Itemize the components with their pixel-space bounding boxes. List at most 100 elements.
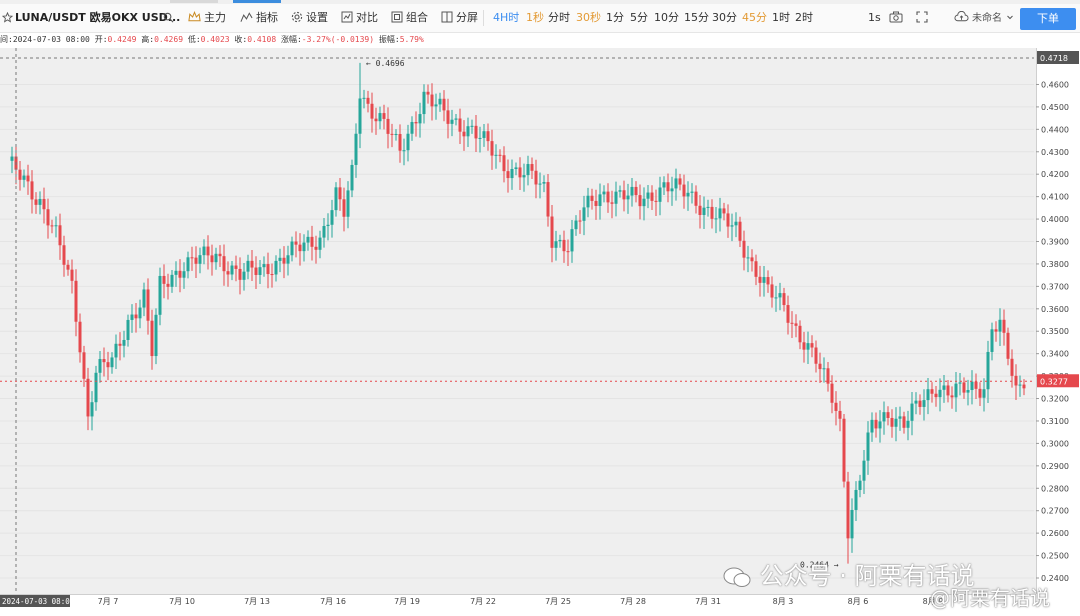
candle-body (954, 383, 958, 398)
candle-body (494, 154, 498, 156)
candle-body (118, 343, 122, 346)
candle-body (834, 402, 838, 411)
indicators-button[interactable]: 指标 (240, 4, 278, 32)
main-force-button[interactable]: 主力 (188, 4, 226, 32)
candle-body (630, 186, 634, 196)
candle-body (562, 239, 566, 252)
crosshair-price-tag (1037, 51, 1079, 64)
time-axis[interactable] (0, 594, 1036, 616)
candle-body (758, 276, 762, 283)
candle-body (378, 113, 382, 122)
price-tick-label: 0.2700 (1041, 507, 1069, 516)
change-label: 涨幅: (280, 35, 302, 44)
interval-30s[interactable]: 30秒 (576, 11, 601, 24)
candle-body (78, 321, 82, 353)
symbol-selector[interactable]: LUNA/USDT 欧易OKX USD... (15, 11, 181, 24)
candle-body (362, 97, 366, 99)
interval-5m[interactable]: 5分 (630, 11, 648, 24)
candle-body (370, 103, 374, 119)
candle-body (542, 182, 546, 184)
candle-body (762, 277, 766, 283)
cloud-save-button[interactable]: 未命名 (954, 4, 1017, 32)
candle-body (274, 260, 278, 275)
candle-body (618, 190, 622, 192)
bar-time: 间:2024-07-03 08:00 (0, 35, 90, 44)
candle-body (314, 246, 318, 250)
candle-body (498, 154, 502, 156)
candle-body (958, 382, 962, 384)
candle-body (190, 257, 194, 259)
candles (10, 62, 1026, 564)
candle-body (358, 98, 362, 134)
interval-1h[interactable]: 1时 (772, 11, 790, 24)
interval-1m[interactable]: 1分 (606, 11, 624, 24)
interval-1s[interactable]: 1秒 (526, 11, 544, 24)
candle-body (890, 417, 894, 427)
candle-body (906, 420, 910, 428)
candle-body (826, 368, 830, 384)
chart-grid (0, 83, 1034, 579)
compare-button[interactable]: 对比 (341, 4, 378, 32)
chart-plot-area[interactable] (0, 48, 1036, 594)
candle-body (394, 134, 398, 136)
settings-button[interactable]: 设置 (291, 4, 328, 32)
candlestick-chart[interactable]: ← 0.4696 0.2464 → 0.4600 0.4500 0.4400 0.4300… (0, 48, 1080, 615)
crosshair-time-label: 2024-07-03 08:00:00 (2, 597, 88, 606)
toolbar-divider (483, 10, 484, 26)
split-screen-button[interactable]: 分屏 (441, 4, 478, 32)
interval-15m[interactable]: 15分 (684, 11, 709, 24)
candle-body (402, 150, 406, 152)
replay-speed-button[interactable]: 1s (868, 11, 881, 24)
price-axis[interactable] (1036, 48, 1080, 594)
candle-body (342, 199, 346, 217)
interval-timeshare[interactable]: 分时 (548, 11, 570, 24)
interval-2h[interactable]: 2时 (795, 11, 813, 24)
camera-icon[interactable] (889, 4, 906, 32)
candle-body (254, 267, 258, 275)
interval-30m[interactable]: 30分 (712, 11, 737, 24)
candle-body (258, 267, 262, 275)
candle-body (490, 141, 494, 156)
candle-body (854, 489, 858, 510)
candle-body (30, 181, 34, 200)
candle-body (942, 385, 946, 390)
price-tick-label: 0.2900 (1041, 462, 1069, 471)
candle-body (718, 208, 722, 219)
price-tick-label: 0.3600 (1041, 305, 1069, 314)
candle-body (414, 122, 418, 124)
time-axis-ticks: 7月 7 7月 10 7月 13 7月 16 7月 19 7月 22 7月 25 7月 28 7… (98, 597, 944, 606)
candle-body (458, 118, 462, 132)
fullscreen-icon[interactable] (916, 4, 931, 32)
candle-body (430, 94, 434, 107)
candle-body (198, 255, 202, 264)
symbol-search-icon[interactable] (163, 4, 177, 32)
candle-body (582, 207, 586, 221)
interval-10m[interactable]: 10分 (654, 11, 679, 24)
candle-body (94, 372, 98, 403)
price-tick-label: 0.2500 (1041, 552, 1069, 561)
candle-body (746, 257, 750, 259)
candle-body (538, 183, 542, 185)
candle-body (286, 255, 290, 264)
interval-45m[interactable]: 45分 (742, 11, 767, 24)
candle-body (114, 343, 118, 358)
date-tick-label: 7月 7 (98, 597, 119, 606)
favorite-star-icon[interactable] (1, 4, 16, 32)
candle-body (1018, 384, 1022, 386)
candle-body (182, 271, 186, 278)
candle-body (350, 164, 354, 191)
candle-body (646, 192, 650, 199)
candle-body (210, 255, 214, 263)
date-tick-label: 7月 13 (244, 597, 270, 606)
price-tick-label: 0.3400 (1041, 350, 1069, 359)
interval-4h[interactable]: 4H时 (493, 11, 520, 24)
candle-body (806, 343, 810, 350)
place-order-button[interactable]: 下单 (1020, 8, 1076, 30)
candle-body (270, 274, 274, 276)
combine-button[interactable]: 组合 (391, 4, 428, 32)
candle-body (894, 418, 898, 427)
candle-body (858, 480, 862, 490)
candle-body (910, 403, 914, 421)
candle-body (50, 225, 54, 227)
candle-body (70, 269, 74, 281)
